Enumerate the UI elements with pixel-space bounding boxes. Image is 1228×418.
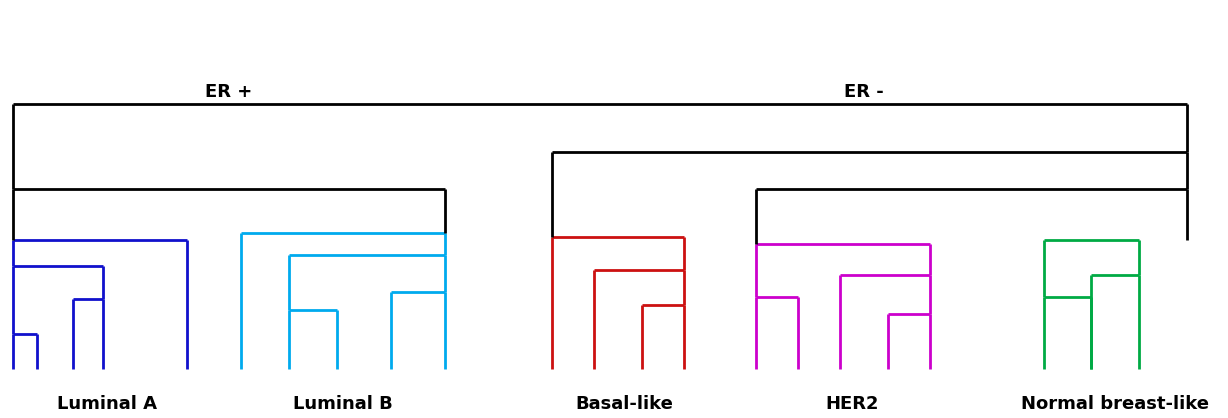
Text: Basal-like: Basal-like bbox=[576, 395, 673, 413]
Text: Luminal A: Luminal A bbox=[56, 395, 157, 413]
Text: HER2: HER2 bbox=[825, 395, 878, 413]
Text: Luminal B: Luminal B bbox=[293, 395, 393, 413]
Text: Normal breast-like: Normal breast-like bbox=[1022, 395, 1210, 413]
Text: ER +: ER + bbox=[205, 83, 253, 101]
Text: ER -: ER - bbox=[844, 83, 884, 101]
